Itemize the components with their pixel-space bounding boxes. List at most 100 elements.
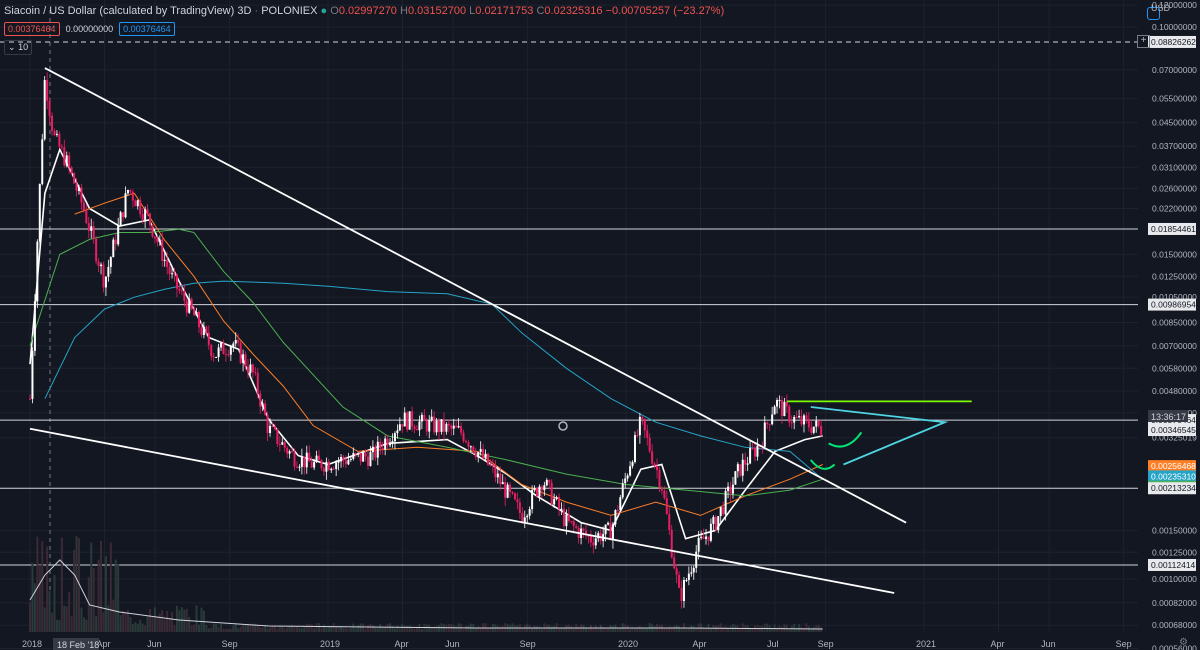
drawings[interactable] (29, 67, 972, 594)
candle-body (158, 239, 161, 243)
symbol-title[interactable]: Siacoin / US Dollar (calculated by Tradi… (4, 5, 235, 17)
volume-bar (117, 564, 120, 632)
add-level-button[interactable]: + (1137, 35, 1150, 48)
volume-bar (222, 628, 225, 632)
volume-bar (597, 628, 600, 632)
volume-bar (739, 628, 742, 632)
volume-bar (533, 625, 536, 632)
price-badge-label: 0.00346545 (1151, 425, 1196, 435)
indicator-value-2: 0.00000000 (65, 24, 114, 34)
volume-bar (149, 608, 152, 632)
candle-body (342, 456, 345, 461)
candle-body (85, 210, 88, 224)
candle-body (332, 468, 335, 470)
volume-bar (315, 623, 318, 632)
candle-body (641, 416, 644, 419)
candle-body (141, 214, 144, 220)
y-tick-label: 0.00068000 (1152, 620, 1197, 630)
y-tick-label: 0.00150000 (1152, 525, 1197, 535)
interval[interactable]: 3D (237, 5, 252, 17)
volume-bar (139, 619, 142, 632)
volume-bar (464, 625, 467, 632)
candle-body (734, 471, 737, 485)
candle-body (793, 416, 796, 423)
volume-bar (611, 626, 614, 632)
candle-body (472, 446, 475, 453)
volume-bar (489, 627, 492, 632)
currency-toggle-icon[interactable] (1147, 7, 1160, 20)
candle-body (92, 226, 95, 239)
volume-bar (131, 624, 134, 632)
volume-bar (678, 626, 681, 632)
candle-body (457, 426, 460, 428)
candle-body (450, 425, 453, 429)
volume-bar (452, 624, 455, 632)
volume-bar (607, 628, 610, 632)
volume-bar (788, 628, 791, 632)
exchange: POLONIEX (261, 5, 318, 17)
candle-body (237, 339, 240, 343)
candle-body (633, 435, 636, 463)
candle-body (77, 187, 80, 191)
volume-legend[interactable]: ⌄ 10 (4, 40, 33, 55)
volume-bar (616, 628, 619, 632)
volume-bar (313, 628, 316, 632)
alarm-clock-icon[interactable] (558, 421, 568, 431)
candle-body (668, 514, 671, 530)
volume-bar (741, 623, 744, 632)
candle-body (533, 488, 536, 490)
candle-body (46, 80, 49, 101)
price-badge (1148, 460, 1196, 473)
candle-body (607, 522, 610, 525)
candle-body (269, 425, 272, 433)
price-badge-label: 0.00986954 (1151, 300, 1196, 310)
volume-bar (156, 616, 159, 632)
candle-body (371, 446, 374, 453)
candle-body (119, 212, 122, 225)
volume-bar (558, 627, 561, 632)
volume-bar (327, 625, 330, 632)
volume-bar (362, 623, 365, 632)
candle-body (773, 406, 776, 415)
volume-bar (344, 627, 347, 632)
time-axis[interactable]: 2018 Apr Jun Sep 2019 Apr Jun Sep 2020 Apr Jul Sep 2… (22, 639, 1132, 649)
candle-body (139, 200, 142, 215)
volume-bar (629, 628, 632, 632)
volume-bar (298, 627, 301, 632)
x-tick-label: 2020 (618, 639, 638, 649)
candle-body (384, 438, 387, 450)
candle-body (562, 508, 565, 527)
indicator-legend[interactable]: 0.00376464 0.00000000 0.00376464 (4, 22, 175, 36)
volume-bar (232, 625, 235, 632)
gear-icon[interactable]: ⚙ (1179, 637, 1188, 648)
volume-bar (403, 625, 406, 632)
candle-body (464, 441, 467, 443)
y-tick-label: 0.00480000 (1152, 386, 1197, 396)
volume-bar (53, 574, 56, 632)
candle-body (386, 438, 389, 446)
volume-bar (406, 625, 409, 632)
collapse-icon[interactable]: ⌄ (8, 42, 16, 52)
symbol-header[interactable]: Siacoin / US Dollar (calculated by Tradi… (4, 5, 725, 17)
volume-bar (264, 625, 267, 632)
candle-body (401, 424, 404, 427)
candle-body (195, 312, 198, 316)
price-axis[interactable]: 0.12000000 0.10000000 0.07000000 0.05500000… (1152, 0, 1197, 650)
candle-body (374, 446, 377, 458)
candles (29, 72, 823, 609)
horizontal-levels[interactable] (0, 41, 1138, 566)
volume-bar (239, 626, 242, 632)
volume-bar (680, 628, 683, 632)
candle-body (166, 259, 169, 267)
candle-body (795, 416, 798, 418)
candle-body (526, 515, 529, 518)
volume-bar (180, 607, 183, 632)
candle-body (29, 398, 31, 400)
volume-bar (77, 538, 80, 632)
volume-bar (107, 605, 110, 632)
candle-body (58, 133, 61, 147)
volume-bar (51, 612, 54, 632)
volume-bar (798, 624, 801, 632)
volume-bar (702, 627, 705, 632)
